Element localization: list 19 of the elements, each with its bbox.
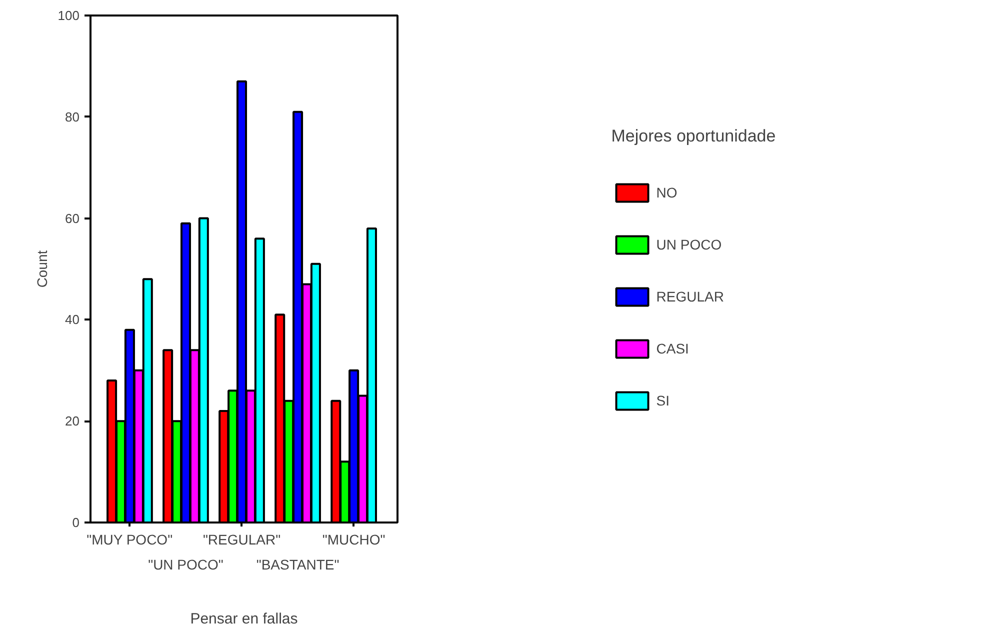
x-tick-label: "MUCHO" bbox=[322, 532, 386, 548]
x-axis-title: Pensar en fallas bbox=[190, 610, 298, 628]
legend-label: UN POCO bbox=[656, 236, 722, 252]
x-tick-label: "MUY POCO" bbox=[86, 532, 173, 548]
legend-label: CASI bbox=[656, 340, 689, 356]
y-tick-label: 100 bbox=[58, 8, 80, 23]
legend-title: Mejores oportunidade bbox=[611, 126, 776, 146]
y-tick-label: 0 bbox=[72, 515, 80, 530]
y-tick-label: 80 bbox=[65, 109, 80, 124]
y-axis-title: Count bbox=[34, 250, 50, 288]
x-tick-label: "BASTANTE" bbox=[256, 556, 340, 572]
y-tick-label: 40 bbox=[65, 312, 80, 328]
legend-label: REGULAR bbox=[656, 288, 724, 304]
y-tick-label: 60 bbox=[65, 210, 80, 226]
legend-label: SI bbox=[656, 392, 670, 408]
legend-label: NO bbox=[656, 184, 678, 200]
x-tick-label: "REGULAR" bbox=[202, 532, 281, 548]
x-tick-label: "UN POCO" bbox=[148, 556, 224, 572]
y-tick-label: 20 bbox=[65, 414, 80, 429]
